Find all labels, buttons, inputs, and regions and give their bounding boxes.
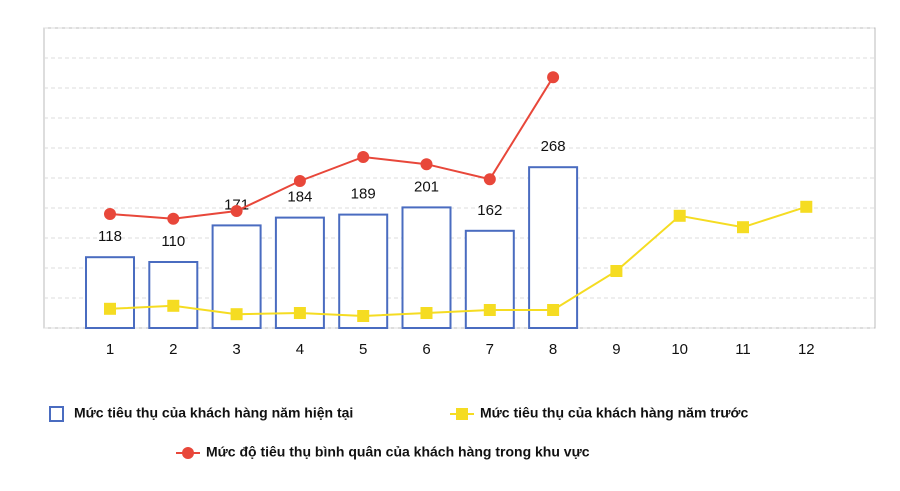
x-tick-label: 12 bbox=[798, 341, 815, 358]
marker bbox=[104, 302, 116, 315]
legend-label: Mức độ tiêu thụ bình quân của khách hàng… bbox=[206, 444, 590, 460]
marker bbox=[104, 208, 116, 220]
marker bbox=[673, 209, 686, 222]
legend-swatch bbox=[182, 447, 194, 459]
marker bbox=[293, 175, 306, 187]
x-tick-label: 1 bbox=[106, 341, 114, 358]
value-label: 189 bbox=[351, 186, 376, 203]
value-label: 162 bbox=[477, 202, 502, 219]
marker bbox=[737, 221, 749, 234]
bar bbox=[528, 166, 579, 329]
x-tick-label: 11 bbox=[735, 341, 751, 358]
marker bbox=[357, 310, 370, 322]
bar bbox=[148, 261, 199, 329]
marker bbox=[420, 158, 433, 171]
marker bbox=[483, 173, 496, 186]
x-tick-label: 9 bbox=[612, 341, 620, 358]
marker bbox=[420, 307, 433, 319]
marker bbox=[483, 304, 496, 316]
marker bbox=[293, 307, 306, 319]
x-tick-label: 3 bbox=[232, 341, 240, 358]
x-tick-label: 8 bbox=[549, 341, 557, 358]
x-tick-label: 6 bbox=[422, 341, 430, 358]
legend-label: Mức tiêu thụ của khách hàng năm hiện tại bbox=[74, 405, 353, 421]
line bbox=[109, 205, 807, 318]
marker bbox=[230, 205, 243, 217]
x-tick-label: 2 bbox=[169, 341, 177, 358]
marker bbox=[800, 200, 813, 213]
value-label: 268 bbox=[541, 138, 566, 155]
legend-label: Mức tiêu thụ của khách hàng năm trước bbox=[480, 405, 748, 421]
legend-swatch bbox=[49, 406, 64, 422]
marker bbox=[167, 299, 180, 312]
marker bbox=[547, 71, 560, 84]
x-tick-label: 4 bbox=[296, 341, 304, 358]
marker bbox=[547, 304, 560, 316]
marker bbox=[167, 212, 180, 225]
marker bbox=[357, 151, 370, 163]
value-label: 184 bbox=[287, 189, 312, 206]
x-tick-label: 5 bbox=[359, 341, 367, 358]
x-tick-label: 7 bbox=[486, 341, 494, 358]
value-label: 110 bbox=[161, 233, 185, 250]
marker bbox=[610, 265, 623, 277]
line bbox=[109, 76, 554, 220]
legend-swatch bbox=[456, 408, 468, 420]
bar bbox=[85, 256, 135, 330]
bar bbox=[338, 213, 389, 330]
x-tick-label: 10 bbox=[671, 341, 688, 358]
value-label: 201 bbox=[414, 178, 439, 195]
marker bbox=[230, 308, 243, 321]
value-label: 118 bbox=[98, 228, 122, 245]
